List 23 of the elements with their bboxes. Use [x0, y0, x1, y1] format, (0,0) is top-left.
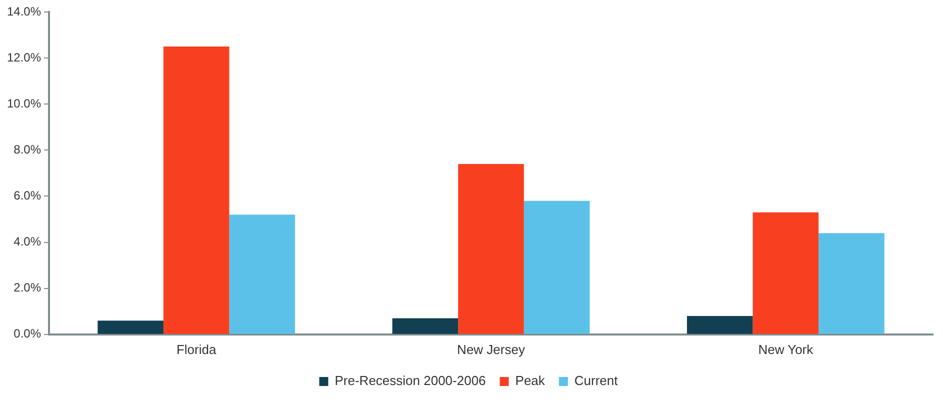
legend-label: Current [574, 373, 618, 388]
y-tick-label: 2.0% [14, 280, 42, 295]
bar [752, 212, 819, 334]
bar [163, 46, 230, 334]
bar [229, 214, 296, 334]
y-tick-label: 6.0% [14, 188, 42, 203]
bar [524, 200, 590, 334]
x-tick-label: New Jersey [457, 342, 526, 357]
y-tick-label: 12.0% [6, 50, 42, 64]
x-tick-label: Florida [176, 342, 217, 357]
bar [818, 233, 884, 334]
legend-label: Pre-Recession 2000-2006 [334, 373, 486, 388]
bar [458, 164, 524, 334]
y-tick-label: 4.0% [14, 234, 42, 249]
legend-label: Peak [515, 373, 546, 388]
x-tick-label: New York [758, 342, 814, 357]
y-tick-label: 10.0% [6, 96, 42, 110]
y-tick-label: 8.0% [14, 142, 42, 156]
y-tick-label: 14.0% [6, 4, 42, 18]
y-tick-label: 0.0% [14, 326, 42, 341]
bar [392, 318, 458, 334]
bar [98, 320, 164, 334]
bar [686, 316, 753, 334]
